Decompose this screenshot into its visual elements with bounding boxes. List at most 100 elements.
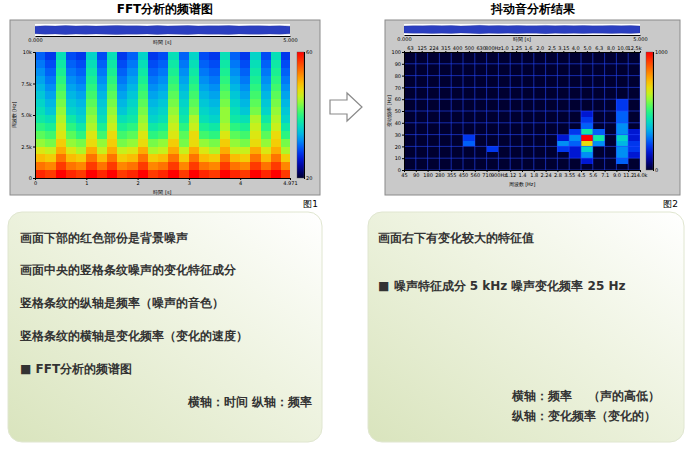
tick-mark — [402, 123, 404, 124]
heatmap-cell — [35, 91, 45, 99]
heatmap-cell — [148, 107, 158, 115]
heatmap-cell — [522, 99, 534, 105]
heatmap-cell — [451, 129, 463, 135]
heatmap-cell — [487, 99, 499, 105]
grid-line — [581, 52, 582, 170]
heatmap-cell — [487, 158, 499, 164]
heatmap-cell — [117, 147, 127, 155]
tick-label: 90 — [395, 61, 401, 67]
tick-label: 1.8 — [530, 172, 538, 178]
colorbar — [297, 52, 304, 178]
heatmap-cell — [97, 91, 107, 99]
heatmap-cell — [240, 99, 250, 107]
heatmap-cell — [510, 129, 522, 135]
heatmap-cell — [404, 93, 416, 99]
heatmap-cell — [189, 162, 199, 170]
heatmap-cell — [428, 129, 440, 135]
heatmap-cell — [158, 147, 168, 155]
heatmap-cell — [439, 93, 451, 99]
heatmap-cell — [534, 70, 546, 76]
heatmap-cell — [281, 60, 290, 68]
heatmap-cell — [605, 123, 617, 129]
heatmap-cell — [451, 111, 463, 117]
heatmap-cell — [557, 141, 569, 147]
heatmap-cell — [86, 91, 96, 99]
panel-note: 横轴：时间 纵轴：频率 — [187, 395, 312, 409]
axis-line — [33, 53, 36, 179]
heatmap-cell — [439, 129, 451, 135]
heatmap-cell — [179, 84, 189, 92]
heatmap-cell — [487, 117, 499, 123]
tick-label: 60 — [395, 96, 401, 102]
heatmap-cell — [199, 91, 209, 99]
heatmap-cell — [209, 170, 219, 178]
heatmap-cell — [439, 164, 451, 170]
tick: 7.5k — [21, 81, 35, 87]
heatmap-cell — [451, 70, 463, 76]
heatmap-cell — [281, 91, 290, 99]
heatmap-cell — [261, 76, 271, 84]
heatmap-cell — [138, 131, 148, 139]
heatmap-cell — [593, 141, 605, 147]
heatmap-cell — [240, 91, 250, 99]
heatmap-cell — [616, 129, 628, 135]
tick-label: 5.000 — [633, 36, 647, 42]
heatmap-cell — [546, 76, 558, 82]
colorbar-axis: 01000 — [653, 49, 668, 173]
heatmap-cell — [416, 99, 428, 105]
heatmap-cell — [189, 147, 199, 155]
heatmap-cell — [138, 52, 148, 60]
heatmap-cell — [220, 68, 230, 76]
heatmap-cell — [628, 70, 640, 76]
y-axis: 0102030405060708090100 — [391, 49, 404, 173]
heatmap-cell — [179, 170, 189, 178]
heatmap-cell — [107, 170, 117, 178]
tick-label: 50 — [395, 108, 401, 114]
waveform-axis-title: 時間 [s] — [153, 39, 171, 45]
heatmap-cell — [557, 146, 569, 152]
tick-label: 4 — [239, 180, 242, 186]
tick: 500 — [465, 45, 475, 52]
heatmap-cell — [127, 52, 137, 60]
tick: 4 — [239, 178, 242, 186]
heatmap-cell — [416, 105, 428, 111]
heatmap-cell — [439, 152, 451, 158]
heatmap-cell — [522, 141, 534, 147]
heatmap-cell — [66, 115, 76, 123]
heatmap-cell — [148, 76, 158, 84]
heatmap-cell — [240, 115, 250, 123]
heatmap-cell — [510, 64, 522, 70]
heatmap-cell — [593, 99, 605, 105]
heatmap-cell — [230, 147, 240, 155]
heatmap-cell — [439, 123, 451, 129]
chart: 抖动音分析结果图20.0005.000時間 [s]459018028035545… — [385, 2, 680, 209]
tick: 40 — [395, 120, 404, 126]
colorbar-axis: 2060 — [304, 49, 312, 181]
heatmap-cell — [35, 107, 45, 115]
heatmap-cell — [628, 135, 640, 141]
tick-label: 1.4 — [519, 172, 527, 178]
heatmap-cell — [546, 141, 558, 147]
heatmap-cell — [546, 158, 558, 164]
heatmap-cell — [66, 170, 76, 178]
heatmap-cell — [76, 139, 86, 147]
heatmap-cell — [97, 115, 107, 123]
heatmap-cell — [546, 146, 558, 152]
heatmap-cell — [66, 131, 76, 139]
tick-mark — [575, 51, 576, 52]
heatmap-cell — [498, 70, 510, 76]
heatmap-cell — [416, 93, 428, 99]
heatmap-cell — [522, 117, 534, 123]
heatmap-cell — [168, 76, 178, 84]
tick-mark — [402, 52, 404, 53]
heatmap-cell — [168, 107, 178, 115]
tick-label: 0 — [29, 175, 32, 181]
heatmap-cell — [439, 135, 451, 141]
heatmap-cell — [148, 162, 158, 170]
panel-background — [8, 212, 322, 442]
heatmap-cell — [117, 52, 127, 60]
heatmap-cell — [230, 115, 240, 123]
heatmap-cell — [86, 60, 96, 68]
heatmap-cell — [250, 52, 260, 60]
heatmap-cell — [220, 162, 230, 170]
